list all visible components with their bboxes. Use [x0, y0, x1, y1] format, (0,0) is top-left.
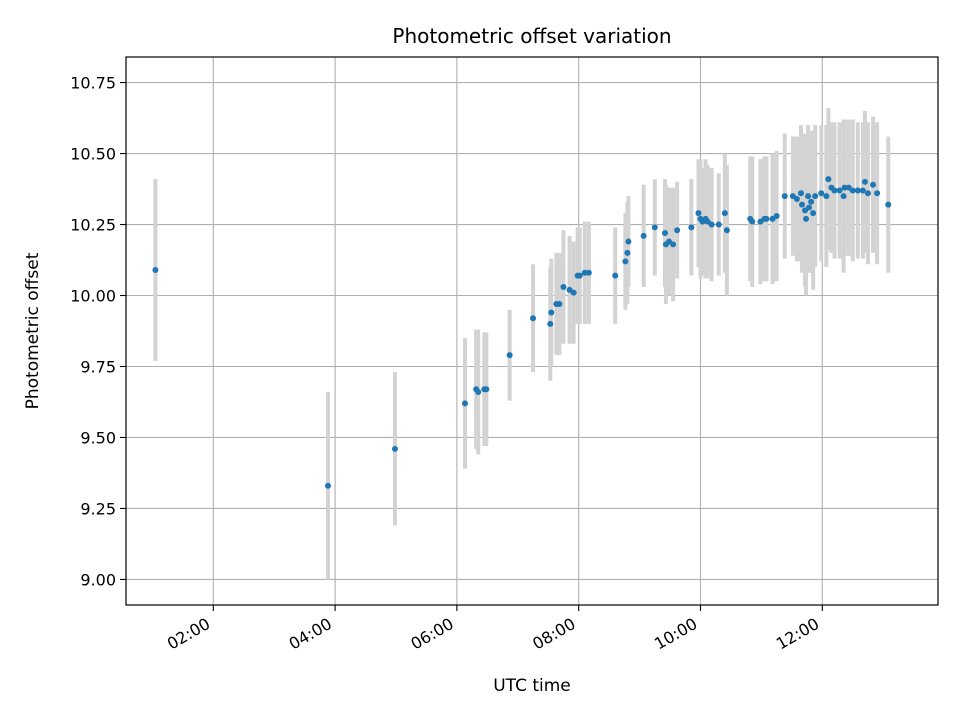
data-point	[475, 389, 482, 396]
data-point	[674, 227, 681, 234]
y-axis-title: Photometric offset	[23, 252, 43, 409]
data-point	[849, 187, 856, 194]
data-point	[152, 266, 159, 273]
data-point	[530, 315, 537, 322]
y-tick-label: 10.25	[70, 216, 116, 235]
y-tick-label: 9.00	[80, 570, 116, 589]
data-point	[483, 386, 490, 393]
y-axis: 9.00 9.25 9.50 9.75 10.00 10.25 10.50 10.75	[70, 74, 126, 589]
data-point	[861, 178, 868, 185]
data-point	[640, 232, 647, 239]
data-point	[721, 210, 728, 217]
data-point	[661, 230, 668, 237]
data-point	[556, 301, 563, 308]
data-point	[810, 210, 817, 217]
data-point	[803, 215, 810, 222]
data-point	[798, 201, 805, 208]
y-tick-label: 10.00	[70, 287, 116, 306]
data-point	[773, 213, 780, 220]
data-point	[391, 445, 398, 452]
data-point	[805, 193, 812, 200]
data-point	[695, 210, 702, 217]
data-point	[812, 193, 819, 200]
y-tick-label: 9.50	[80, 428, 116, 447]
data-point	[749, 218, 756, 225]
data-point	[808, 198, 815, 205]
data-point	[612, 272, 619, 279]
data-point	[818, 190, 825, 197]
data-point	[462, 400, 469, 407]
data-point	[885, 201, 892, 208]
data-point	[570, 289, 577, 296]
y-tick-label: 9.75	[80, 357, 116, 376]
data-point	[864, 190, 871, 197]
data-point	[560, 283, 567, 290]
plot-frame	[125, 56, 939, 606]
data-point	[874, 190, 881, 197]
data-point	[859, 187, 866, 194]
data-point	[781, 193, 788, 200]
x-axis-title: UTC time	[493, 676, 571, 696]
data-point	[625, 238, 632, 245]
data-point	[688, 224, 695, 231]
data-point	[506, 352, 513, 359]
data-point	[622, 258, 629, 265]
data-point	[831, 187, 838, 194]
data-point	[840, 193, 847, 200]
data-point	[651, 224, 658, 231]
data-point	[823, 193, 830, 200]
data-point	[585, 269, 592, 276]
data-point	[624, 249, 631, 256]
data-point	[793, 195, 800, 202]
data-point	[806, 204, 813, 211]
y-tick-label: 10.75	[70, 74, 116, 93]
y-tick-label: 10.50	[70, 145, 116, 164]
data-point	[670, 241, 677, 248]
data-point	[708, 221, 715, 228]
chart-title: Photometric offset variation	[392, 24, 671, 48]
data-point	[836, 187, 843, 194]
y-tick-label: 9.25	[80, 499, 116, 518]
data-point	[715, 221, 722, 228]
point-layer	[152, 176, 892, 489]
data-point	[723, 227, 730, 234]
data-point	[870, 181, 877, 188]
data-point	[854, 187, 861, 194]
data-point	[548, 309, 555, 316]
data-point	[825, 176, 832, 183]
data-point	[797, 190, 804, 197]
data-point	[763, 215, 770, 222]
data-point	[324, 482, 331, 489]
data-point	[576, 272, 583, 279]
data-point	[547, 320, 554, 327]
